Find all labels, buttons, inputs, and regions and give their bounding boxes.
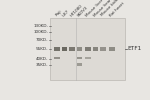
Text: 70KD-: 70KD- <box>36 38 48 42</box>
Bar <box>85 57 91 59</box>
Text: Mouse liver: Mouse liver <box>85 0 105 17</box>
Bar <box>109 47 115 51</box>
Bar <box>62 47 68 51</box>
Bar <box>77 63 82 66</box>
Text: Rat heart: Rat heart <box>109 1 125 17</box>
Bar <box>100 47 106 51</box>
Bar <box>85 47 91 51</box>
Bar <box>50 18 124 80</box>
Bar <box>93 47 98 51</box>
Text: 40KD-: 40KD- <box>36 57 48 61</box>
Text: HT1080: HT1080 <box>69 3 83 17</box>
Text: Raji: Raji <box>54 9 63 17</box>
Bar <box>77 47 82 51</box>
Text: 130KD-: 130KD- <box>33 24 48 28</box>
Text: Mouse heart: Mouse heart <box>93 0 114 17</box>
Text: U87: U87 <box>62 9 70 17</box>
Text: 55KD-: 55KD- <box>36 47 48 51</box>
Text: 100KD-: 100KD- <box>33 30 48 34</box>
Text: ETF1: ETF1 <box>128 46 142 52</box>
Text: Mouse kidney: Mouse kidney <box>100 0 123 17</box>
Text: 35KD-: 35KD- <box>36 63 48 67</box>
Bar <box>69 47 75 51</box>
Bar <box>77 57 82 59</box>
Bar <box>54 47 60 51</box>
Bar <box>54 57 60 59</box>
Text: SKOV3: SKOV3 <box>77 5 89 17</box>
